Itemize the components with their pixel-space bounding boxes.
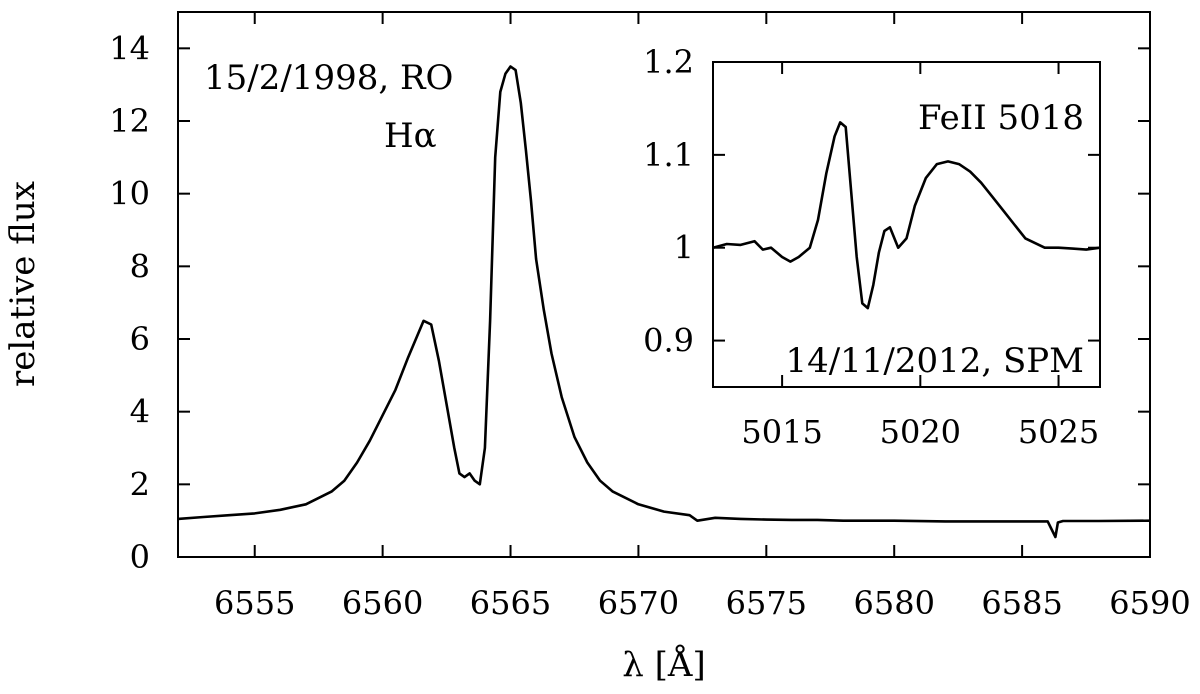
main-x-tick-label: 6555 [214,584,295,622]
main-x-tick-label: 6565 [470,584,551,622]
inset-annotation-date: 14/11/2012, SPM [785,341,1084,381]
main-y-tick-label: 14 [109,29,150,67]
main-x-tick-label: 6585 [981,584,1062,622]
inset-y-tick-label: 1 [674,229,694,267]
inset-tick-labels: 5015 5020 5025 0.9 1 1.1 1.2 [643,43,1099,451]
main-annotation-date: 15/2/1998, RO [204,58,453,98]
inset-y-tick-label: 1.2 [643,43,694,81]
inset-background [713,62,1100,387]
main-x-tick-label: 6570 [598,584,679,622]
main-y-tick-label: 4 [130,393,150,431]
main-annotation-line: Hα [384,116,437,156]
main-y-tick-label: 6 [130,320,150,358]
inset-x-tick-label: 5025 [1018,413,1099,451]
halpha-spectrum-line [177,65,1151,539]
inset-y-tick-label: 1.1 [643,136,694,174]
main-ticks [178,12,1151,558]
main-x-tick-label: 6580 [853,584,934,622]
main-y-tick-label: 0 [130,538,150,576]
main-x-tick-label: 6560 [342,584,423,622]
inset-ticks [713,61,1100,387]
inset-x-tick-label: 5015 [741,413,822,451]
main-y-tick-label: 10 [109,175,150,213]
inset-annotation-line: FeII 5018 [918,98,1084,138]
inset-y-tick-label: 0.9 [643,322,694,360]
main-x-tick-label: 6575 [726,584,807,622]
y-axis-title: relative flux [3,181,43,387]
main-y-tick-label: 8 [130,247,150,285]
inset-x-tick-label: 5020 [880,413,961,451]
x-axis-title: λ [Å] [622,644,705,685]
main-plot-frame [177,11,1151,558]
main-tick-labels: 6555 6560 6565 6570 6575 6580 6585 6590 0 2 4 6 8 10 1… [109,29,1190,622]
inset-plot-frame [712,61,1101,388]
main-y-tick-label: 2 [130,465,150,503]
main-x-tick-label: 6590 [1109,584,1190,622]
main-y-tick-label: 12 [109,102,150,140]
feii-spectrum-line [712,121,1101,310]
